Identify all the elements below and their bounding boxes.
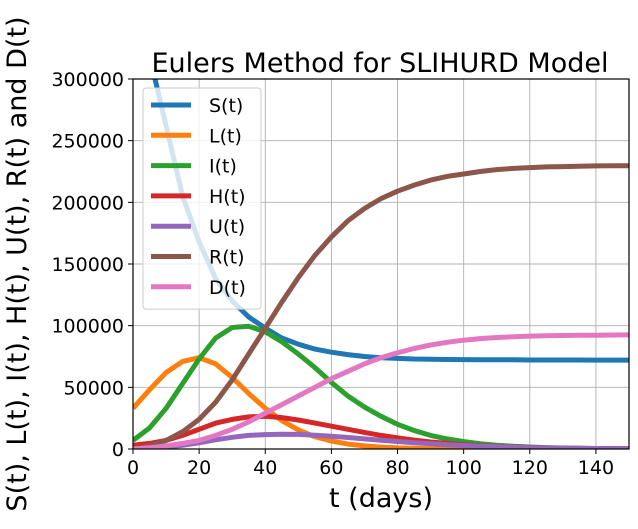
y-tick-label: 0 bbox=[112, 439, 124, 461]
series-line-lt bbox=[133, 355, 629, 449]
y-tick-label: 300000 bbox=[51, 69, 124, 91]
series-line-dt bbox=[133, 332, 629, 449]
x-axis: 0 20 40 60 80 100 120 140 bbox=[127, 449, 614, 479]
x-tick-label: 140 bbox=[578, 457, 614, 479]
y-axis-label: S(t), L(t), I(t), H(t), U(t), R(t) and D… bbox=[2, 16, 33, 511]
x-tick-label: 80 bbox=[385, 457, 409, 479]
legend-label: L(t) bbox=[209, 125, 242, 147]
y-tick-label: 150000 bbox=[51, 254, 124, 276]
x-tick-label: 100 bbox=[446, 457, 482, 479]
y-tick-label: 200000 bbox=[51, 192, 124, 214]
legend-label: I(t) bbox=[209, 156, 237, 178]
x-tick-label: 20 bbox=[187, 457, 211, 479]
x-tick-label: 60 bbox=[319, 457, 343, 479]
legend: S(t) L(t) I(t) H(t) U(t) R(t) D(t) bbox=[142, 87, 262, 310]
y-tick-label: 100000 bbox=[51, 316, 124, 338]
y-tick-label: 50000 bbox=[64, 377, 124, 399]
y-axis: 0 50000 100000 150000 200000 250000 300000 bbox=[51, 69, 133, 461]
chart-title: Eulers Method for SLIHURD Model bbox=[152, 48, 609, 79]
plot-area bbox=[133, 79, 629, 449]
legend-box bbox=[142, 87, 262, 310]
x-tick-label: 120 bbox=[512, 457, 548, 479]
x-axis-label: t (days) bbox=[329, 483, 433, 514]
series-line-ut bbox=[133, 431, 629, 449]
legend-label: U(t) bbox=[209, 216, 245, 238]
series-line-rt bbox=[133, 163, 629, 449]
legend-label: R(t) bbox=[209, 247, 244, 269]
legend-label: D(t) bbox=[209, 277, 246, 299]
x-tick-label: 40 bbox=[253, 457, 277, 479]
legend-label: H(t) bbox=[209, 186, 246, 208]
x-tick-label: 0 bbox=[127, 457, 139, 479]
legend-label: S(t) bbox=[209, 95, 243, 117]
y-tick-label: 250000 bbox=[51, 131, 124, 153]
